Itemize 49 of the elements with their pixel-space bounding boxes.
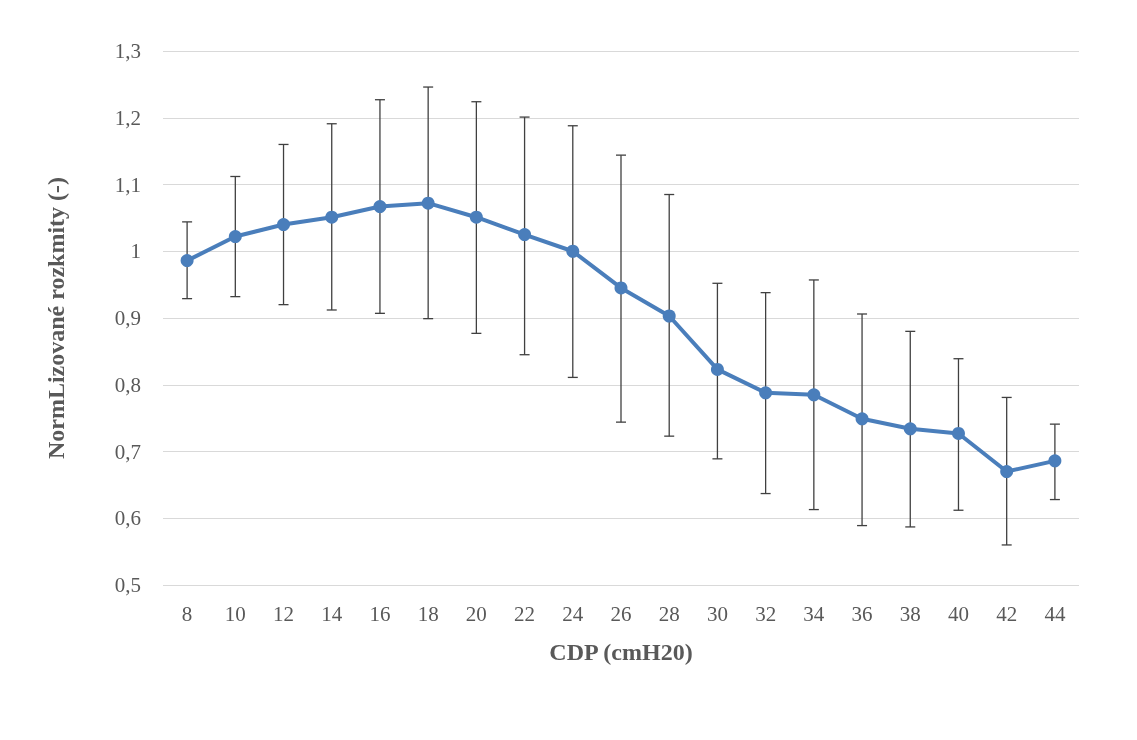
point <box>807 388 821 402</box>
x-tick-label: 44 <box>1044 601 1066 626</box>
point <box>325 210 339 224</box>
y-tick-label: 1,1 <box>114 172 141 197</box>
point <box>277 218 291 232</box>
y-axis-title: NormLizované rozkmity (-) <box>43 176 69 460</box>
point <box>180 254 194 268</box>
x-tick-label: 30 <box>706 601 728 626</box>
x-tick-label: 36 <box>851 601 873 626</box>
point <box>518 228 532 242</box>
x-tick-label: 20 <box>465 601 487 626</box>
x-tick-label: 14 <box>321 601 343 626</box>
point <box>421 196 435 210</box>
x-tick-label: 28 <box>658 601 680 626</box>
point <box>1048 454 1062 468</box>
x-tick-label: 34 <box>803 601 825 626</box>
x-tick-label: 38 <box>899 601 921 626</box>
point <box>228 230 242 244</box>
y-tick-label: 0,5 <box>114 573 141 597</box>
point <box>759 386 773 400</box>
x-tick-label: 18 <box>417 601 439 626</box>
y-tick-label: 0,9 <box>114 306 141 330</box>
point <box>469 210 483 224</box>
y-tick-label: 0,8 <box>114 372 141 397</box>
point <box>373 200 387 214</box>
x-tick-label: 32 <box>755 601 777 626</box>
x-tick-label: 12 <box>273 601 295 626</box>
x-tick-label: 40 <box>947 601 969 626</box>
point <box>903 422 917 436</box>
x-tick-label: 24 <box>562 601 584 626</box>
x-tick-label: 16 <box>369 601 391 626</box>
y-tick-label: 1 <box>130 239 141 264</box>
point <box>710 362 724 376</box>
y-tick-label: 1,3 <box>114 39 141 63</box>
point <box>566 244 580 258</box>
point <box>614 281 628 295</box>
point <box>951 426 965 440</box>
point <box>1000 465 1014 479</box>
y-tick-label: 0,6 <box>114 506 141 531</box>
x-tick-label: 10 <box>224 601 246 626</box>
x-tick-label: 26 <box>610 601 632 626</box>
x-tick-label: 22 <box>514 601 536 626</box>
y-tick-label: 1,2 <box>114 105 141 130</box>
x-axis-title: CDP (cmH20) <box>549 639 693 665</box>
x-tick-label: 8 <box>181 601 193 626</box>
point <box>662 309 676 323</box>
point <box>855 412 869 426</box>
y-tick-label: 0,7 <box>114 439 141 464</box>
x-tick-label: 42 <box>996 601 1018 626</box>
